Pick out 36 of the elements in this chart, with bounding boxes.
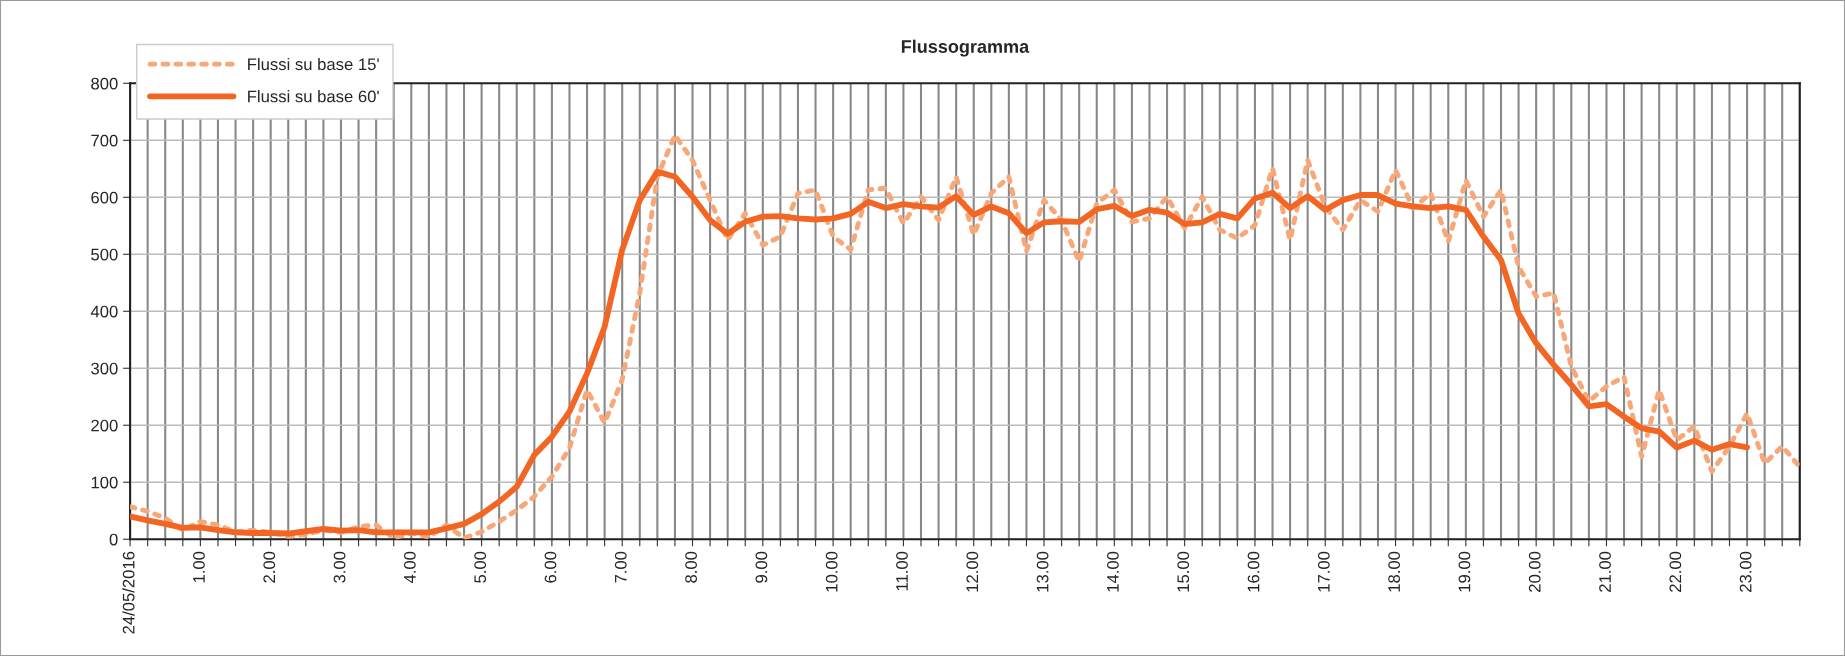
x-tick-label: 6.00: [544, 551, 557, 583]
x-tick-label: 9.00: [755, 551, 768, 583]
x-tick-label: 4.00: [403, 551, 416, 584]
x-tick-label: 5.00: [474, 551, 487, 583]
y-tick-label: 0: [109, 533, 118, 546]
y-tick-label: 700: [91, 134, 118, 147]
x-tick-label: 18.00: [1388, 551, 1401, 592]
x-tick-label: 23.00: [1739, 551, 1752, 592]
x-tick-label: 17.00: [1317, 551, 1330, 592]
y-tick-label: 100: [91, 476, 118, 489]
x-tick-label: 15.00: [1177, 551, 1190, 592]
x-tick-label: 2.00: [263, 551, 276, 583]
x-tick-label: 8.00: [685, 551, 697, 583]
x-tick-label: 12.00: [966, 551, 979, 592]
x-tick-label: 7.00: [614, 551, 627, 583]
y-tick-label: 200: [91, 419, 118, 432]
y-tick-label: 600: [91, 191, 118, 204]
x-tick-label: 24/05/2016: [122, 551, 135, 634]
x-tick-label: 16.00: [1247, 551, 1260, 592]
x-tick-label: 11.00: [896, 551, 908, 591]
y-tick-label: 300: [91, 362, 118, 375]
x-tick-label: 14.00: [1107, 551, 1119, 592]
x-tick-label: 10.00: [825, 551, 838, 592]
y-tick-label: 500: [91, 248, 118, 261]
legend-label: Flussi su base 60': [248, 90, 379, 103]
x-tick-label: 22.00: [1669, 551, 1682, 592]
x-tick-label: 19.00: [1458, 551, 1471, 592]
x-tick-label: 3.00: [333, 551, 346, 583]
x-tick-label: 20.00: [1528, 551, 1541, 592]
y-tick-label: 800: [91, 77, 118, 90]
x-tick-label: 13.00: [1036, 551, 1049, 592]
x-tick-label: 21.00: [1599, 551, 1611, 592]
x-tick-label: 1.00: [193, 551, 205, 583]
legend-label: Flussi su base 15': [248, 57, 379, 71]
y-tick-label: 400: [90, 305, 118, 318]
chart-title: Flussogramma: [901, 39, 1030, 57]
